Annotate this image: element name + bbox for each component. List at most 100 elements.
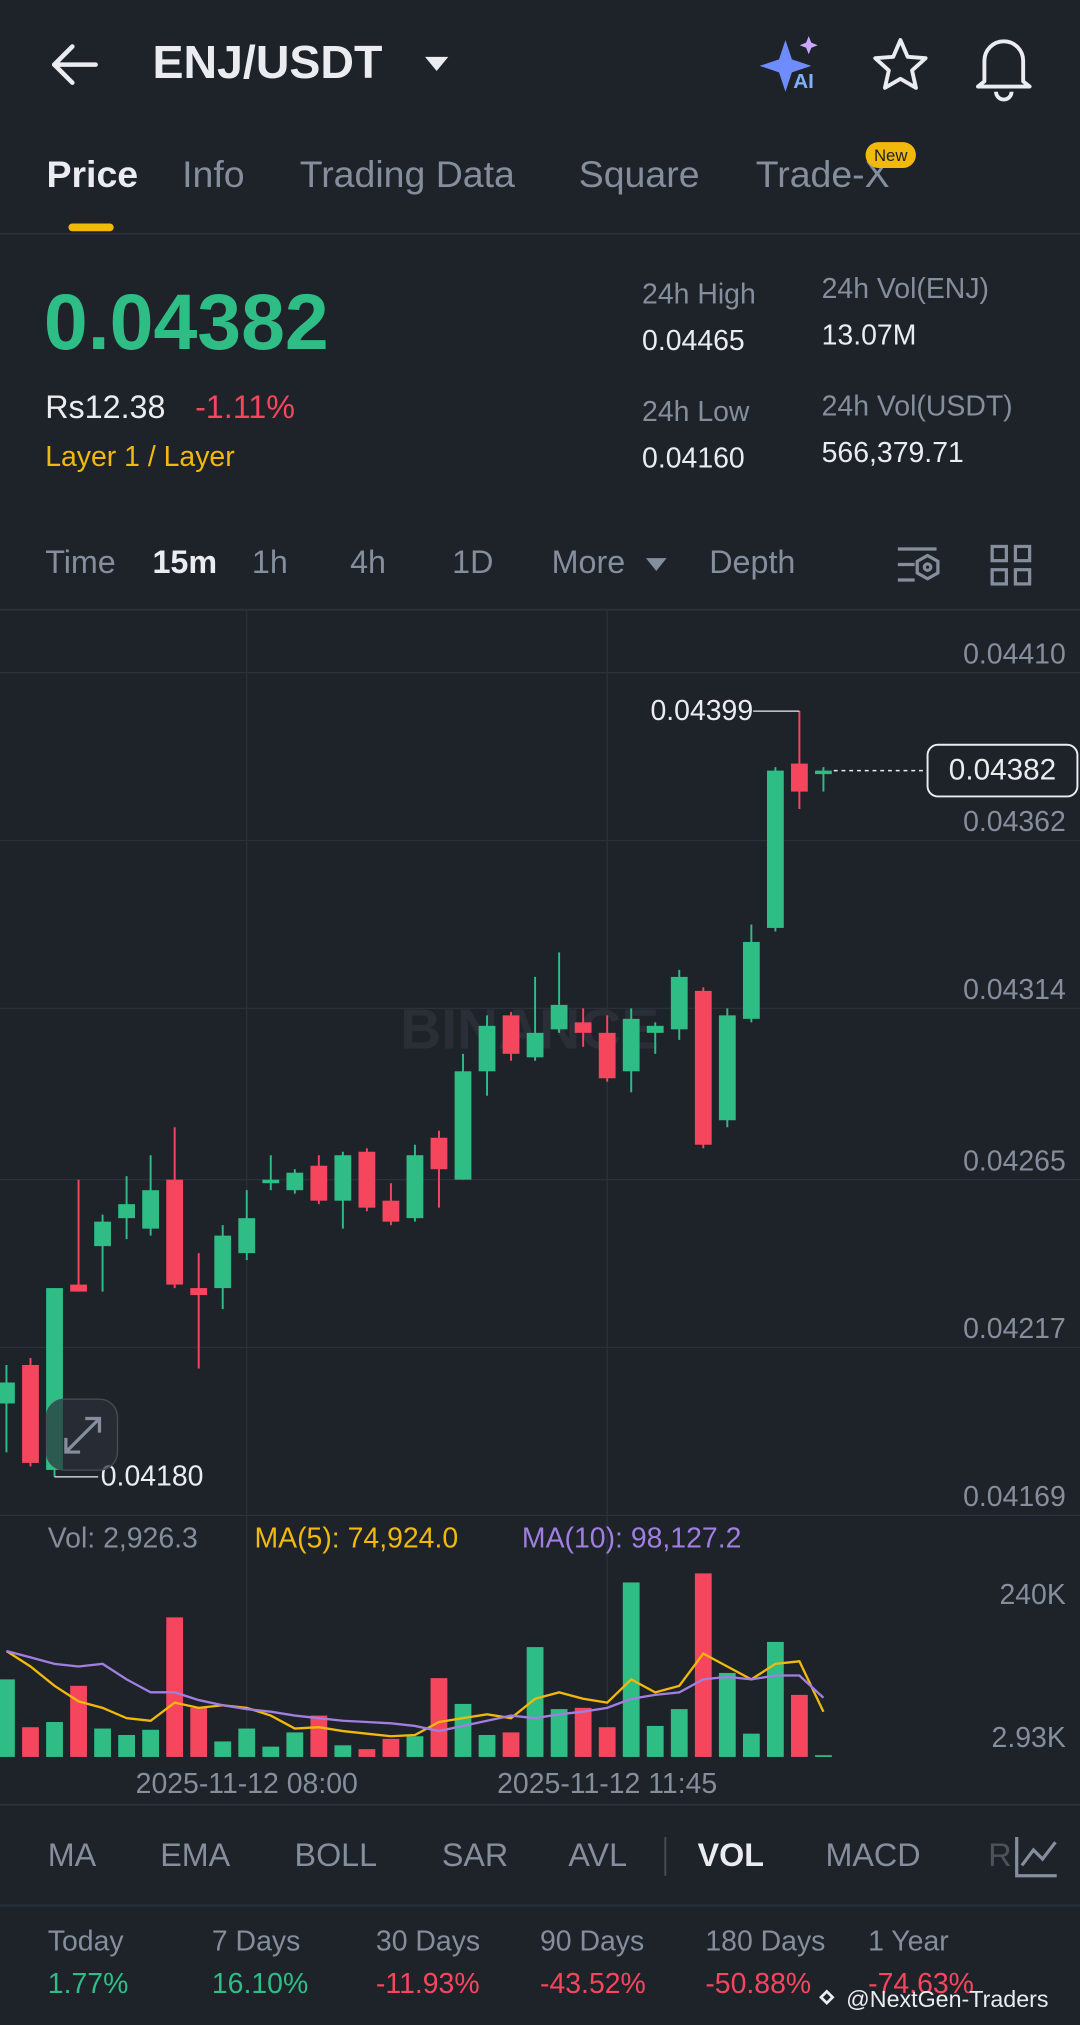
- watermark-text: @NextGen-Traders: [846, 1986, 1048, 2012]
- candle-body: [694, 990, 712, 1145]
- more-dropdown[interactable]: [645, 558, 667, 572]
- fullscreen-button[interactable]: [45, 1398, 119, 1471]
- volume-bar: [166, 1617, 184, 1757]
- candle-body: [238, 1218, 256, 1254]
- candle-body: [766, 770, 784, 928]
- volume-bar: [694, 1573, 712, 1757]
- y-tick-label: 0.04410: [963, 638, 1066, 670]
- candle-body: [310, 1165, 328, 1201]
- candle-body: [430, 1137, 448, 1170]
- volume-bar: [382, 1738, 400, 1757]
- volume-bar: [670, 1709, 688, 1757]
- indicator-tab[interactable]: R: [988, 1837, 1011, 1873]
- interval[interactable]: 1h: [252, 544, 288, 580]
- candle-body: [142, 1190, 160, 1229]
- volume-bar: [478, 1734, 496, 1757]
- volume-tick-label: 2.93K: [992, 1722, 1066, 1754]
- tab[interactable]: Square: [579, 153, 700, 195]
- sector-tag[interactable]: Layer 1 / Layer: [45, 441, 234, 473]
- period-label: 30 Days: [376, 1925, 480, 1957]
- y-tick-label: 0.04362: [963, 806, 1066, 838]
- tab[interactable]: Price: [47, 153, 139, 195]
- period-label: 1 Year: [868, 1925, 949, 1957]
- candle-body: [358, 1151, 376, 1208]
- favorite-button[interactable]: [873, 38, 928, 90]
- volume-bar: [22, 1727, 39, 1757]
- x-tick-label: 2025-11-12 08:00: [136, 1768, 358, 1800]
- volume-bar: [502, 1732, 520, 1757]
- candle-body: [94, 1221, 111, 1247]
- ma5-line: [5, 1649, 825, 1738]
- volume-bar: [574, 1707, 592, 1757]
- notification-button[interactable]: [976, 39, 1032, 102]
- period-change: 1.77%: [48, 1968, 129, 2000]
- stat-value: 566,379.71: [822, 437, 964, 469]
- indicator-tab[interactable]: MA: [48, 1837, 97, 1873]
- indicator-settings-button[interactable]: [1015, 1837, 1057, 1878]
- period-change: -50.88%: [705, 1968, 811, 2000]
- tab[interactable]: Trading Data: [300, 153, 515, 195]
- volume-bar: [815, 1755, 832, 1757]
- indicator-tab[interactable]: MACD: [826, 1837, 921, 1873]
- candle-body: [214, 1235, 232, 1289]
- indicator-tab[interactable]: AVL: [568, 1837, 627, 1873]
- watermark: @NextGen-Traders: [819, 1986, 1049, 2012]
- candle-body: [742, 941, 760, 1019]
- candle-body: [22, 1365, 39, 1463]
- indicator-tab[interactable]: SAR: [442, 1837, 508, 1873]
- period-label: 7 Days: [212, 1925, 300, 1957]
- last-price: 0.04382: [44, 278, 329, 366]
- back-button[interactable]: [51, 44, 98, 85]
- candle-body: [622, 1018, 640, 1072]
- volume-bar: [766, 1641, 784, 1757]
- pair-dropdown[interactable]: [425, 56, 449, 72]
- last-price-label: 0.04382: [949, 754, 1056, 787]
- candle-body: [190, 1288, 208, 1296]
- interval[interactable]: 4h: [350, 544, 386, 580]
- volume-tick-label: 240K: [999, 1579, 1065, 1611]
- period-label: Today: [48, 1925, 125, 1957]
- ai-button[interactable]: AI: [759, 36, 818, 93]
- chart-settings-button[interactable]: [897, 547, 940, 582]
- new-badge-label: New: [874, 146, 908, 165]
- new-badge: [865, 142, 916, 168]
- pair-title[interactable]: ENJ/USDT: [152, 36, 382, 88]
- candle-body: [70, 1284, 87, 1292]
- candle-body: [815, 770, 832, 775]
- interval[interactable]: 15m: [152, 544, 217, 580]
- stat-value: 0.04465: [642, 325, 745, 357]
- candle-body: [382, 1200, 400, 1222]
- candle-body: [598, 1032, 616, 1079]
- candle-body: [262, 1179, 280, 1184]
- stat-label: 24h Vol(ENJ): [822, 273, 989, 305]
- candle-body: [574, 1022, 592, 1033]
- volume-bar: [286, 1732, 304, 1757]
- indicator-tab[interactable]: BOLL: [295, 1837, 378, 1873]
- fiat-price: Rs12.38: [45, 389, 165, 425]
- period-change: -11.93%: [376, 1968, 480, 2000]
- interval[interactable]: 1D: [452, 544, 493, 580]
- volume-bar: [310, 1715, 328, 1757]
- interval[interactable]: More: [552, 544, 626, 580]
- volume-bar: [0, 1679, 15, 1757]
- stat-value: 0.04160: [642, 442, 745, 474]
- stat-label: 24h Vol(USDT): [822, 391, 1013, 423]
- volume-bar: [334, 1745, 352, 1757]
- tab[interactable]: Info: [182, 153, 244, 195]
- volume-bar: [94, 1728, 111, 1757]
- volume-bar: [238, 1728, 256, 1757]
- volume-bar: [550, 1709, 568, 1757]
- period-change: 16.10%: [212, 1968, 308, 2000]
- interval[interactable]: Depth: [709, 544, 795, 580]
- volume-bar: [190, 1707, 208, 1757]
- layout-button[interactable]: [990, 544, 1032, 586]
- ma5-label: MA(5): 74,924.0: [254, 1522, 458, 1554]
- stat-value: 13.07M: [822, 320, 917, 352]
- volume-bar: [46, 1722, 63, 1757]
- indicator-tab[interactable]: VOL: [698, 1837, 764, 1873]
- candle-body: [646, 1025, 664, 1033]
- indicator-tab[interactable]: EMA: [160, 1837, 230, 1873]
